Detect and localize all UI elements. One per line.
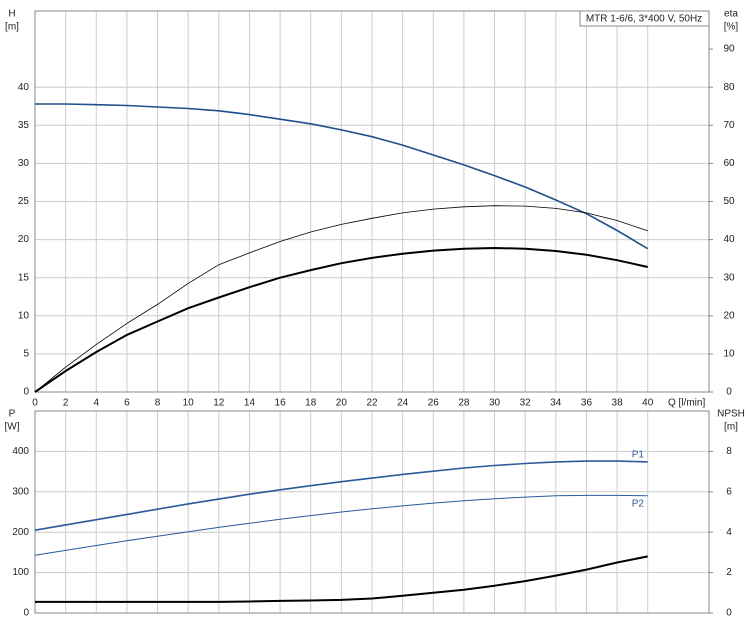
y-tick-label: 10 [18, 310, 30, 321]
y-tick-label: 20 [18, 234, 30, 245]
x-tick-label: 32 [520, 398, 532, 409]
y2-tick-label: 40 [723, 234, 735, 245]
x-tick-label: 20 [336, 398, 348, 409]
y-tick-label: 0 [23, 387, 29, 398]
x-tick-label: 8 [155, 398, 161, 409]
x-tick-label: 28 [458, 398, 470, 409]
x-tick-label: 18 [305, 398, 317, 409]
y2-tick-label: 50 [723, 196, 735, 207]
curve [34, 205, 648, 393]
y2-tick-label: 10 [723, 349, 735, 360]
y-tick-label: 100 [12, 567, 29, 578]
y-axis-unit: [m] [5, 22, 19, 33]
y2-axis-unit: [m] [724, 422, 738, 433]
y2-tick-label: 4 [726, 527, 732, 538]
x-tick-label: 38 [612, 398, 624, 409]
y-tick-label: 200 [12, 527, 29, 538]
curve [34, 246, 648, 393]
y-tick-label: 25 [18, 196, 30, 207]
y-tick-label: 300 [12, 486, 29, 497]
plot-frame [34, 10, 710, 393]
x-tick-label: 2 [63, 398, 69, 409]
y2-tick-label: 60 [723, 158, 735, 169]
x-tick-label: 6 [124, 398, 130, 409]
y-tick-label: 400 [12, 446, 29, 457]
x-tick-label: 30 [489, 398, 501, 409]
y2-tick-label: 20 [723, 310, 735, 321]
y-axis-unit: [W] [5, 422, 20, 433]
y2-tick-label: 0 [726, 387, 732, 398]
x-tick-label: 0 [32, 398, 38, 409]
y2-tick-label: 90 [723, 44, 735, 55]
x-tick-label: 26 [428, 398, 440, 409]
chart-title: MTR 1-6/6, 3*400 V, 50Hz [586, 14, 702, 25]
x-axis-label: Q [l/min] [668, 398, 705, 409]
y2-tick-label: 70 [723, 120, 735, 131]
y2-tick-label: 30 [723, 272, 735, 283]
series-label: P2 [632, 498, 645, 509]
x-tick-label: 22 [366, 398, 378, 409]
curve [34, 460, 648, 531]
curve [34, 494, 648, 556]
y-tick-label: 40 [18, 82, 30, 93]
x-tick-label: 40 [642, 398, 654, 409]
title-box [579, 10, 710, 27]
y2-axis-unit: [%] [724, 22, 739, 33]
x-tick-label: 34 [550, 398, 562, 409]
x-tick-label: 4 [93, 398, 99, 409]
y-axis-label: P [9, 409, 16, 420]
y-tick-label: 35 [18, 120, 30, 131]
curve [35, 103, 649, 250]
y2-axis-label: eta [724, 9, 738, 20]
x-tick-label: 14 [244, 398, 256, 409]
y-tick-label: 5 [23, 349, 29, 360]
y2-tick-label: 0 [726, 608, 732, 619]
y-axis-label: H [8, 9, 15, 20]
x-tick-label: 10 [183, 398, 195, 409]
y2-tick-label: 80 [723, 82, 735, 93]
x-tick-label: 36 [581, 398, 593, 409]
x-tick-label: 12 [213, 398, 225, 409]
y-tick-label: 0 [23, 608, 29, 619]
y2-tick-label: 6 [726, 486, 732, 497]
y-tick-label: 30 [18, 158, 30, 169]
series-label: P1 [632, 450, 645, 461]
y2-tick-label: 2 [726, 567, 732, 578]
plot-frame [34, 410, 710, 614]
x-tick-label: 24 [397, 398, 409, 409]
curve [35, 555, 648, 603]
y2-axis-label: NPSH [717, 409, 745, 420]
x-tick-label: 16 [275, 398, 287, 409]
y-tick-label: 15 [18, 272, 30, 283]
y2-tick-label: 8 [726, 446, 732, 457]
